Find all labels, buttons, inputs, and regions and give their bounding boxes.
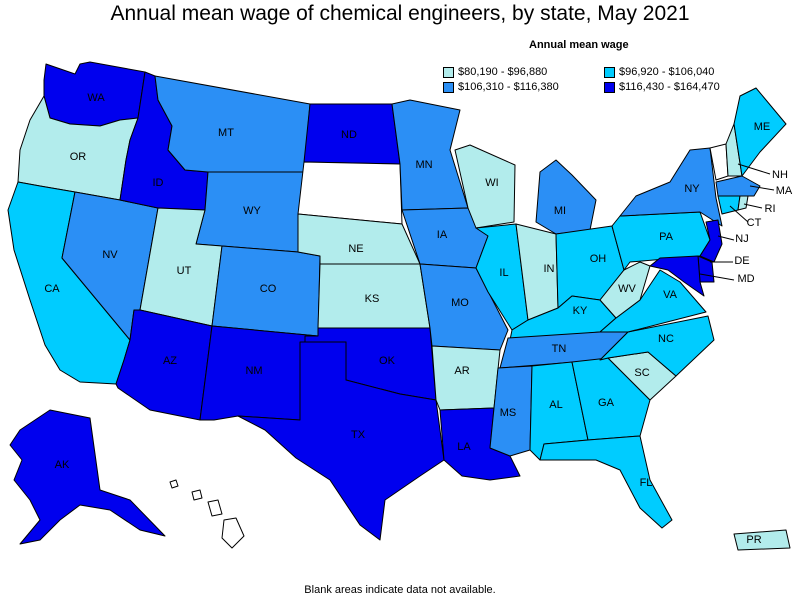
state-label-oh: OH (590, 253, 607, 265)
state-tx[interactable] (237, 341, 445, 541)
state-label-wv: WV (618, 283, 636, 295)
state-label-id: ID (153, 177, 164, 189)
legend-label-3: $106,310 - $116,380 (458, 81, 559, 93)
state-label-in: IN (544, 263, 555, 275)
state-label-nc: NC (658, 333, 674, 345)
leader-line-ri (743, 203, 763, 209)
state-label-ks: KS (365, 293, 380, 305)
state-label-ga: GA (598, 397, 615, 409)
legend-swatch-1 (443, 66, 454, 78)
footnote: Blank areas indicate data not available. (304, 584, 496, 596)
state-sd[interactable] (297, 161, 403, 225)
state-mi[interactable] (535, 159, 597, 235)
state-label-la: LA (457, 441, 471, 453)
state-label-wi: WI (485, 177, 498, 189)
state-label-az: AZ (163, 355, 177, 367)
leader-line-ct (729, 205, 749, 223)
state-mn[interactable] (391, 99, 469, 211)
state-label-nv: NV (102, 249, 118, 261)
state-label-pr: PR (746, 534, 761, 546)
legend-item-2: $96,920 - $106,040 (604, 66, 714, 78)
state-label-ok: OK (379, 355, 396, 367)
state-label-ut: UT (177, 265, 192, 277)
state-label-mn: MN (415, 159, 432, 171)
state-label-de: DE (734, 255, 749, 267)
state-label-va: VA (663, 289, 678, 301)
state-label-md: MD (737, 273, 754, 285)
state-label-ma: MA (776, 185, 793, 197)
state-md[interactable] (649, 255, 705, 297)
state-label-ms: MS (500, 407, 517, 419)
leader-line-ma (749, 185, 775, 191)
legend-label-1: $80,190 - $96,880 (458, 66, 548, 78)
leader-line-nh (737, 163, 771, 175)
legend-item-4: $116,430 - $164,470 (604, 81, 720, 93)
legend-swatch-4 (604, 81, 615, 93)
state-labels: WA OR CA NV ID MT WY UT AZ CO NM ND NE KS OK TX MN IA MO AR… (44, 92, 793, 546)
state-label-me: ME (754, 121, 771, 133)
leader-line-md (699, 273, 735, 281)
leader-line-nj (717, 235, 735, 241)
state-label-co: CO (260, 283, 277, 295)
state-label-tx: TX (351, 429, 366, 441)
state-label-fl: FL (640, 477, 653, 489)
state-label-mt: MT (218, 127, 234, 139)
legend-item-1: $80,190 - $96,880 (443, 66, 547, 78)
state-ri[interactable] (737, 195, 749, 211)
map-title: Annual mean wage of chemical engineers, … (110, 2, 690, 25)
state-ma[interactable] (715, 175, 761, 197)
state-hi[interactable] (169, 479, 245, 549)
state-wi[interactable] (454, 144, 516, 229)
state-label-nd: ND (341, 129, 357, 141)
state-fl[interactable] (539, 435, 673, 529)
state-label-ct: CT (747, 217, 762, 229)
state-label-wa: WA (87, 92, 105, 104)
state-label-ne: NE (348, 243, 363, 255)
state-label-ar: AR (454, 365, 469, 377)
state-label-nm: NM (245, 365, 262, 377)
state-label-nh: NH (772, 169, 788, 181)
state-label-sc: SC (634, 367, 649, 379)
state-label-ky: KY (573, 305, 588, 317)
state-label-ri: RI (765, 203, 776, 215)
territory-pr[interactable] (733, 529, 791, 551)
state-label-wy: WY (243, 205, 261, 217)
state-label-pa: PA (659, 231, 674, 243)
state-mt[interactable] (154, 75, 311, 173)
state-label-ny: NY (684, 183, 700, 195)
legend-label-4: $116,430 - $164,470 (619, 81, 720, 93)
state-label-or: OR (70, 151, 87, 163)
state-ar[interactable] (431, 345, 501, 411)
state-label-nj: NJ (735, 233, 748, 245)
state-label-mi: MI (554, 205, 566, 217)
legend-swatch-2 (604, 66, 615, 78)
state-label-mo: MO (451, 297, 469, 309)
state-label-ca: CA (44, 283, 60, 295)
legend-item-3: $106,310 - $116,380 (443, 81, 559, 93)
legend-swatch-3 (443, 81, 454, 93)
state-label-ia: IA (437, 229, 448, 241)
state-ak[interactable] (9, 409, 166, 545)
state-label-il: IL (499, 267, 508, 279)
state-label-ak: AK (55, 459, 70, 471)
state-label-al: AL (549, 399, 562, 411)
state-label-tn: TN (552, 343, 567, 355)
legend-label-2: $96,920 - $106,040 (619, 66, 715, 78)
state-nc[interactable] (599, 315, 715, 377)
legend-title: Annual mean wage (529, 39, 629, 51)
